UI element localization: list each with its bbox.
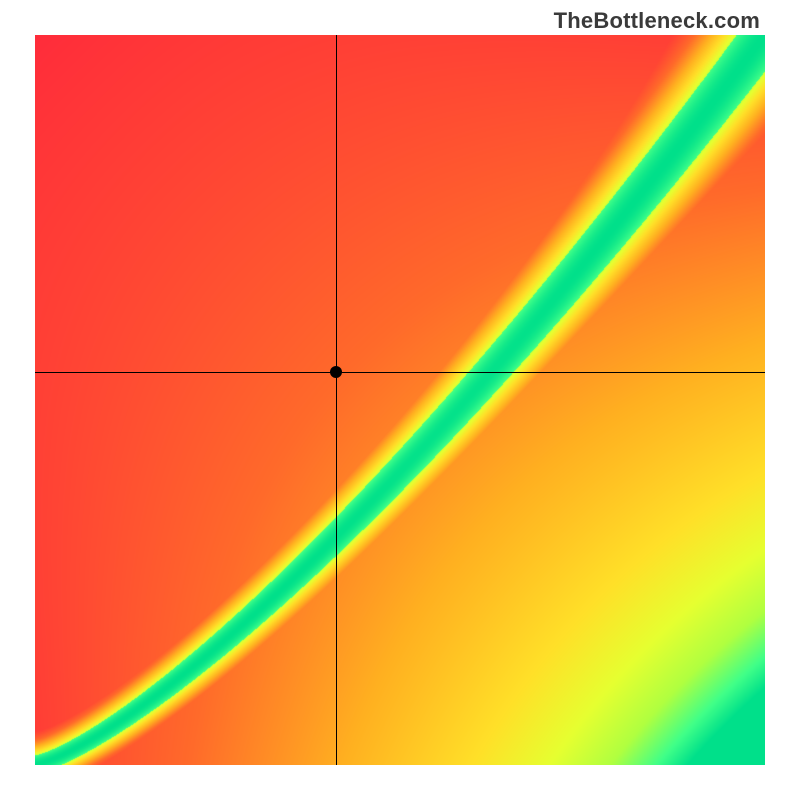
heatmap-canvas (35, 35, 765, 765)
crosshair-horizontal (35, 372, 765, 373)
chart-frame (35, 35, 765, 765)
watermark-text: TheBottleneck.com (554, 8, 760, 34)
crosshair-point (330, 366, 342, 378)
crosshair-vertical (336, 35, 337, 765)
chart-container: TheBottleneck.com (0, 0, 800, 800)
